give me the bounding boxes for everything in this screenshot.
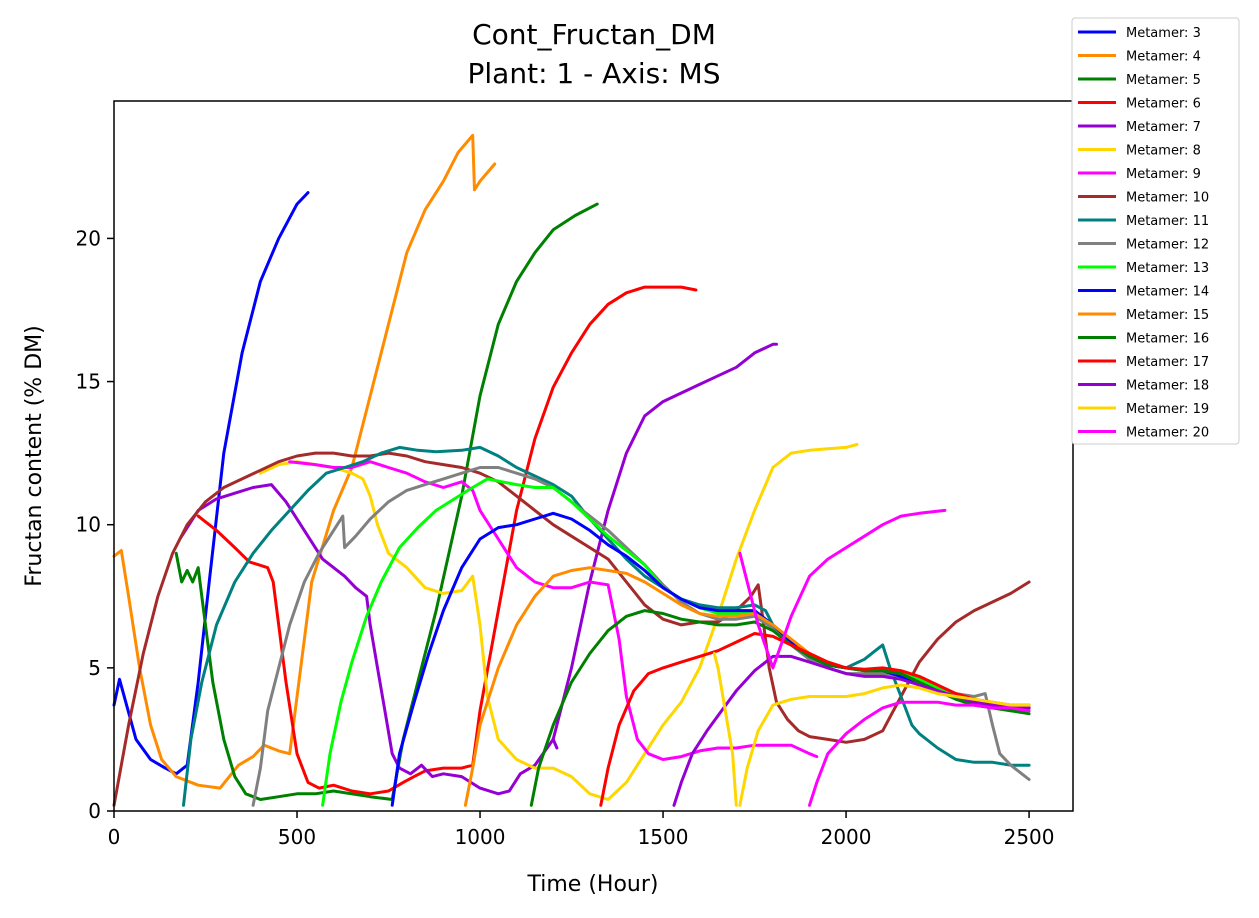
series-line-17 — [808, 700, 1031, 807]
x-axis-ticks: 0 500 1000 1500 2000 2500 — [108, 811, 1055, 849]
legend-label: Metamer: 15 — [1126, 308, 1209, 323]
series-line-1 — [112, 133, 497, 790]
legend-label: Metamer: 7 — [1126, 120, 1201, 135]
y-tick-label: 20 — [76, 226, 101, 250]
x-tick-label: 1500 — [638, 825, 689, 849]
legend-label: Metamer: 4 — [1126, 50, 1201, 65]
y-tick-label: 15 — [76, 370, 101, 394]
legend-label: Metamer: 10 — [1126, 191, 1209, 206]
legend-label: Metamer: 13 — [1126, 261, 1209, 276]
legend-label: Metamer: 6 — [1126, 97, 1201, 112]
series-line-21 — [738, 508, 947, 670]
series-line-19 — [551, 737, 559, 750]
legend: Metamer: 3 Metamer: 4 Metamer: 5 Metamer: 6… — [1071, 17, 1240, 445]
chart-title: Cont_Fructan_DM — [472, 18, 716, 51]
series-line-18 — [712, 652, 738, 807]
chart-subtitle: Plant: 1 - Axis: MS — [468, 57, 721, 90]
x-tick-label: 1000 — [455, 825, 506, 849]
series-line-4 — [178, 342, 778, 796]
series-line-5 — [258, 443, 859, 801]
y-tick-label: 10 — [76, 513, 101, 537]
x-tick-label: 0 — [108, 825, 121, 849]
y-axis-ticks: 0 5 10 15 20 — [76, 226, 114, 823]
series-line-9 — [251, 466, 1031, 807]
y-axis-label: Fructan content (% DM) — [22, 325, 47, 586]
x-tick-label: 2000 — [821, 825, 872, 849]
series-line-16 — [738, 683, 1031, 807]
legend-label: Metamer: 16 — [1126, 332, 1209, 347]
legend-label: Metamer: 12 — [1126, 238, 1209, 253]
legend-label: Metamer: 11 — [1126, 214, 1209, 229]
legend-label: Metamer: 19 — [1126, 402, 1209, 417]
legend-label: Metamer: 9 — [1126, 167, 1201, 182]
plot-area-frame — [113, 100, 1074, 812]
y-tick-label: 5 — [88, 656, 101, 680]
series-line-3 — [196, 285, 698, 796]
x-tick-label: 500 — [278, 825, 316, 849]
legend-label: Metamer: 20 — [1126, 426, 1209, 441]
legend-label: Metamer: 14 — [1126, 285, 1209, 300]
legend-label: Metamer: 5 — [1126, 73, 1201, 88]
series-line-14 — [599, 632, 1031, 807]
legend-label: Metamer: 3 — [1126, 26, 1201, 41]
series-lines — [112, 133, 1031, 807]
legend-label: Metamer: 8 — [1126, 144, 1201, 159]
legend-label: Metamer: 17 — [1126, 355, 1209, 370]
x-tick-label: 2500 — [1004, 825, 1055, 849]
legend-label: Metamer: 18 — [1126, 379, 1209, 394]
series-line-11 — [390, 511, 1031, 807]
series-line-8 — [182, 445, 1031, 807]
x-axis-label: Time (Hour) — [527, 872, 659, 897]
series-line-7 — [112, 451, 1031, 807]
y-tick-label: 0 — [88, 799, 101, 823]
